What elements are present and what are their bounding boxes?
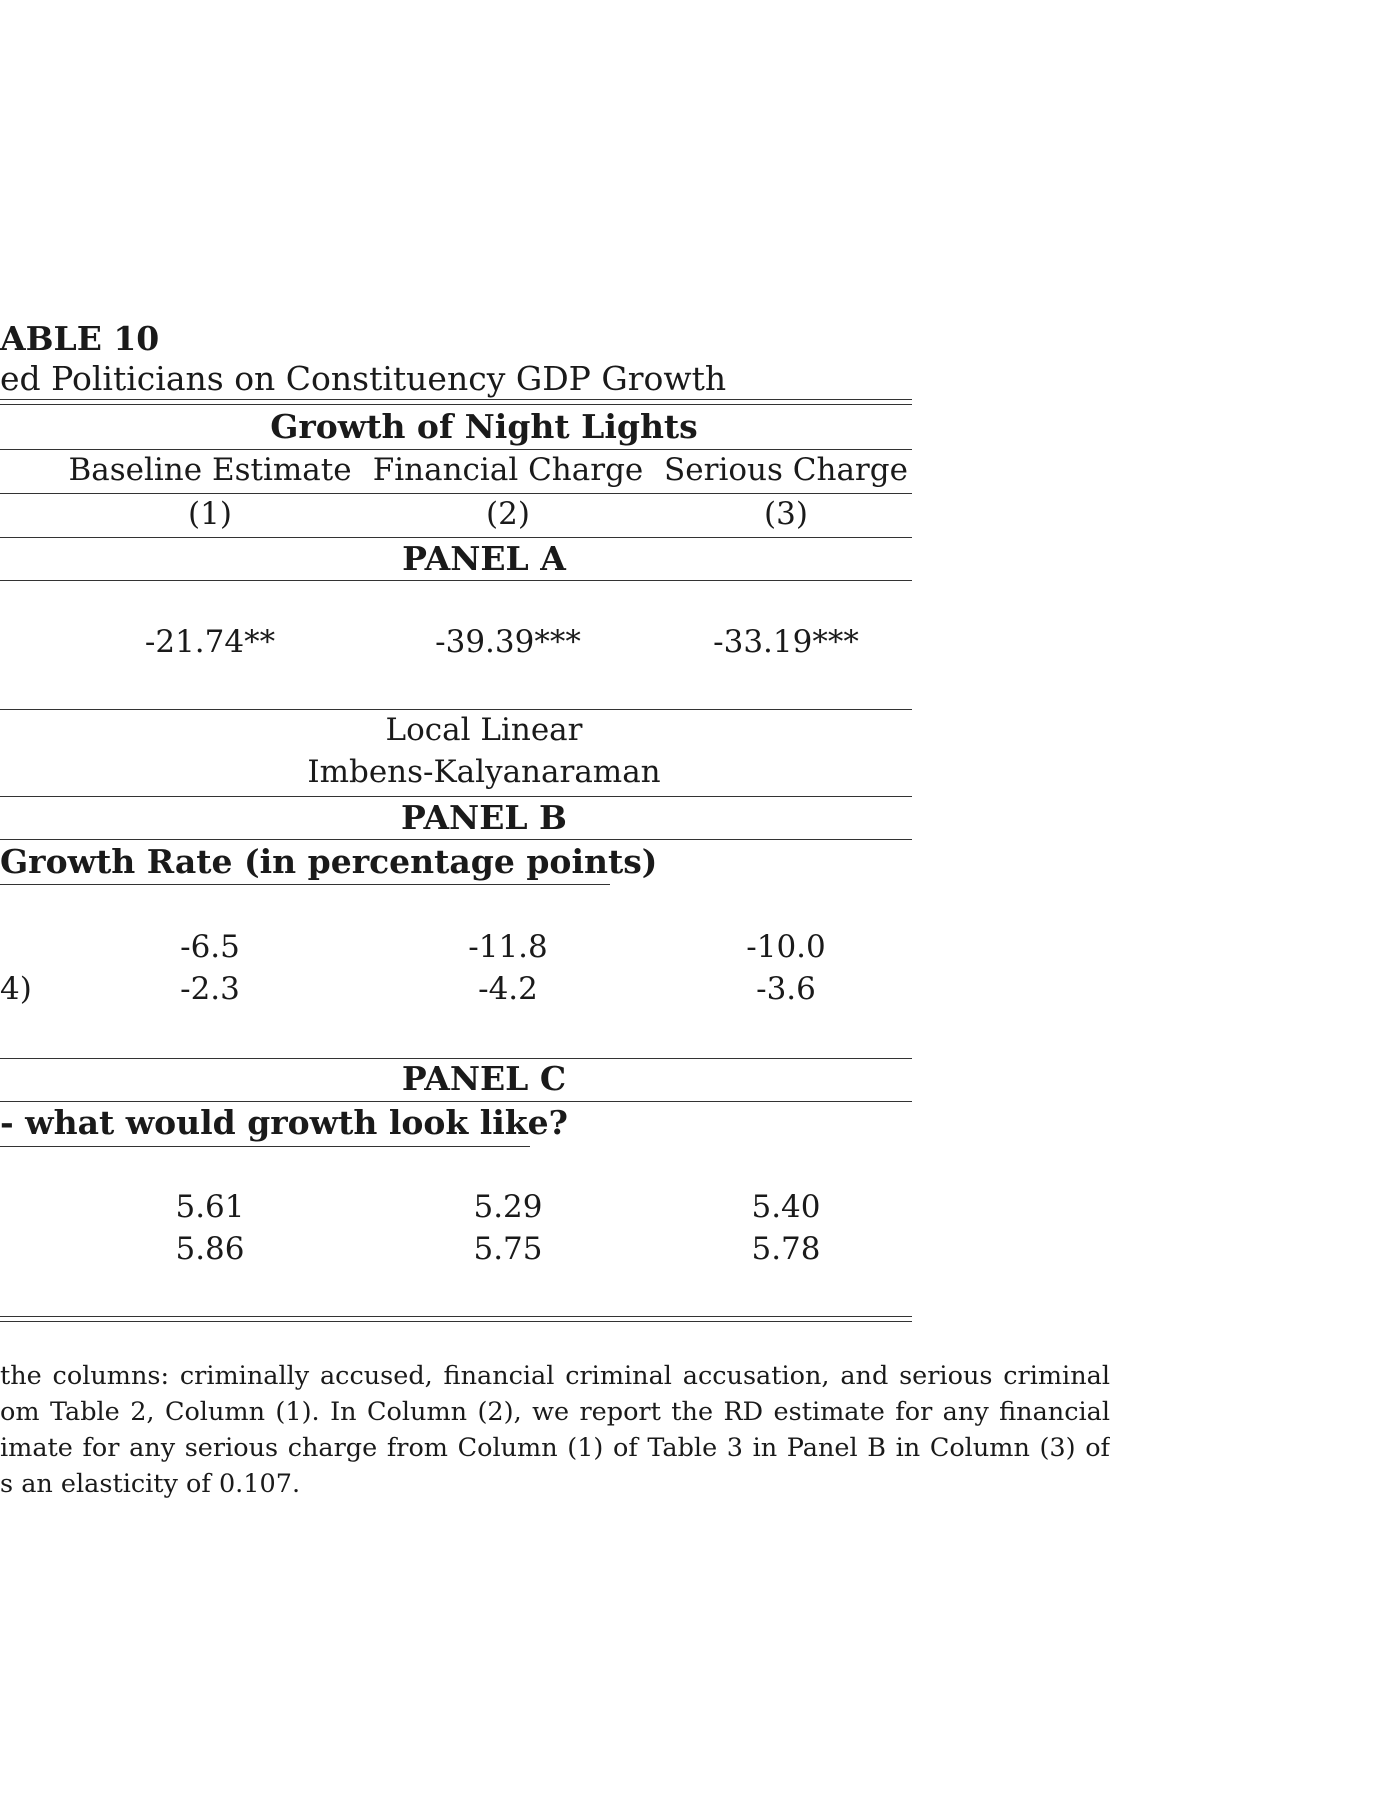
panel-b-subheading: Growth Rate (in percentage points) <box>0 842 658 881</box>
panel-c-row1-value-1: 5.61 <box>175 1189 245 1225</box>
column-number-rule <box>0 537 912 538</box>
column-header-2: Financial Charge <box>372 452 644 488</box>
panel-c-row1-value-2: 5.29 <box>473 1189 543 1225</box>
group-header: Growth of Night Lights <box>270 407 698 446</box>
column-header-3: Serious Charge <box>664 452 908 488</box>
notes-line-4: s an elasticity of 0.107. <box>0 1469 301 1499</box>
panel-c-subheading: - what would growth look like? <box>0 1103 568 1142</box>
panel-c-row1-value-3: 5.40 <box>751 1189 821 1225</box>
panel-a-value-3: -33.19*** <box>713 624 859 660</box>
panel-b-row1-value-1: -6.5 <box>180 929 240 965</box>
panel-b-row2-stub: 4) <box>0 971 32 1007</box>
panel-c-label: PANEL C <box>401 1059 567 1098</box>
panel-b-rule <box>0 839 912 840</box>
panel-b-row2-value-1: -2.3 <box>180 971 240 1007</box>
top-rule-inner <box>0 404 912 405</box>
table-subtitle: ed Politicians on Constituency GDP Growt… <box>0 359 727 398</box>
panel-b-bottom-rule <box>0 1058 912 1059</box>
method-line-2: Imbens-Kalyanaraman <box>307 754 661 790</box>
panel-b-row1-value-3: -10.0 <box>746 929 826 965</box>
table-title: ABLE 10 <box>0 319 160 358</box>
column-number-1: (1) <box>188 496 232 532</box>
method-line-1: Local Linear <box>385 712 583 748</box>
panel-c-rule <box>0 1101 912 1102</box>
top-rule <box>0 399 912 400</box>
panel-a-value-1: -21.74** <box>144 624 276 660</box>
bottom-rule-inner <box>0 1321 912 1322</box>
panel-b-row2-value-3: -3.6 <box>756 971 816 1007</box>
notes-line-3: imate for any serious charge from Column… <box>0 1433 1110 1463</box>
column-header-1: Baseline Estimate <box>68 452 352 488</box>
panel-c-subheading-underline <box>0 1146 530 1147</box>
column-header-rule <box>0 493 912 494</box>
column-number-2: (2) <box>486 496 530 532</box>
panel-a-bottom-rule <box>0 709 912 710</box>
panel-a-label: PANEL A <box>402 539 566 578</box>
panel-c-row2-value-1: 5.86 <box>175 1231 245 1267</box>
table-notes: the columns: criminally accused, financi… <box>0 1358 1110 1502</box>
panel-b-row1-value-2: -11.8 <box>468 929 548 965</box>
notes-line-2: om Table 2, Column (1). In Column (2), w… <box>0 1397 1110 1427</box>
panel-c-row2-value-3: 5.78 <box>751 1231 821 1267</box>
panel-a-rule <box>0 580 912 581</box>
header-rule <box>0 449 912 450</box>
panel-b-row2-value-2: -4.2 <box>478 971 538 1007</box>
column-number-3: (3) <box>764 496 808 532</box>
method-rule <box>0 796 912 797</box>
panel-c-row2-value-2: 5.75 <box>473 1231 543 1267</box>
notes-line-1: the columns: criminally accused, financi… <box>0 1361 1110 1391</box>
panel-b-subheading-underline <box>0 884 610 885</box>
bottom-rule <box>0 1316 912 1317</box>
panel-b-label: PANEL B <box>401 798 567 837</box>
panel-a-value-2: -39.39*** <box>435 624 581 660</box>
